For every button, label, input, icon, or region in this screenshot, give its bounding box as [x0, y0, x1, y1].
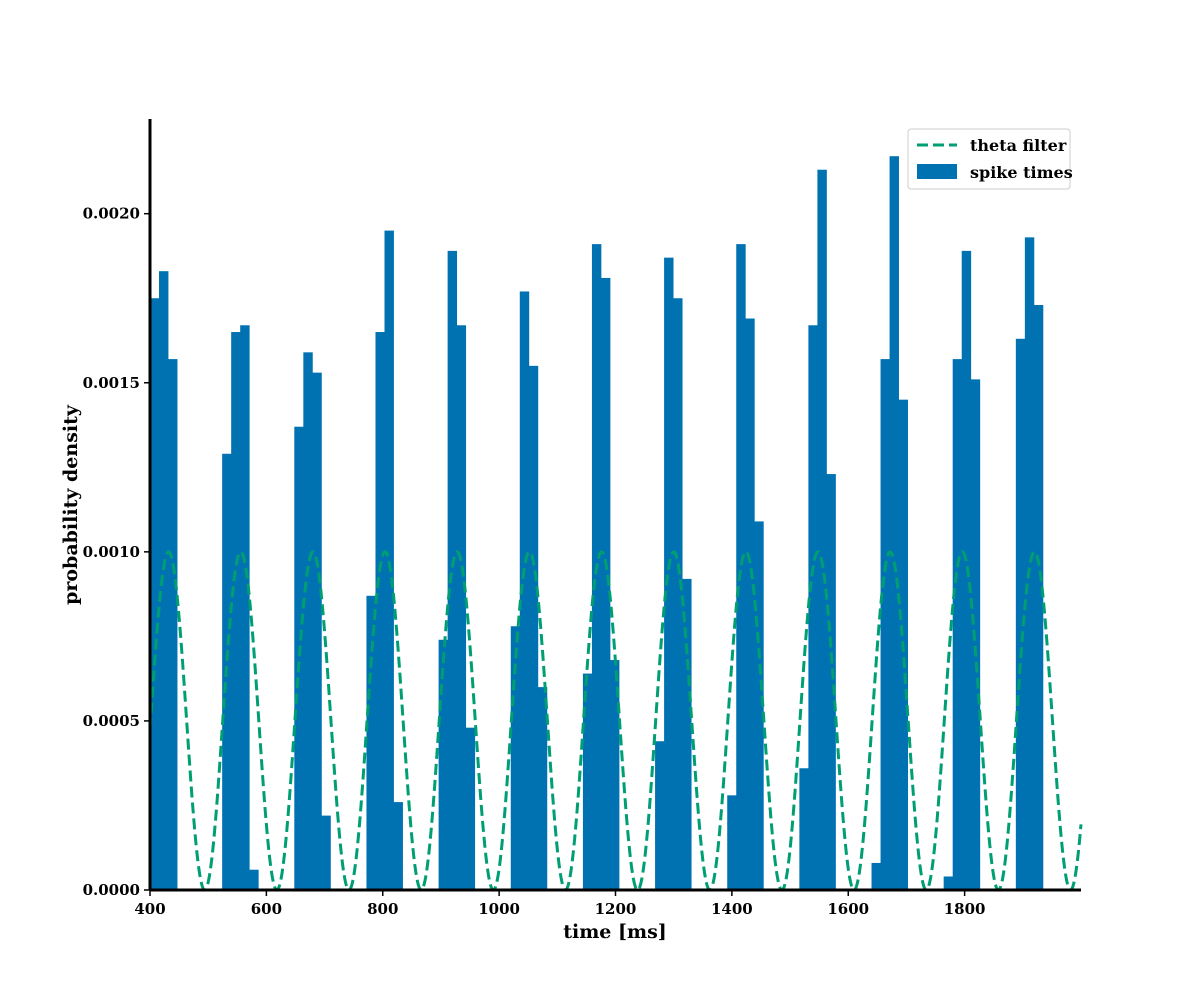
- x-ticks: 400 600 800 1000 1200 1400 1600 1800: [134, 890, 986, 918]
- histogram-bar: [664, 257, 674, 890]
- histogram-bar: [727, 795, 737, 890]
- histogram-bar: [754, 521, 764, 890]
- y-tick-label: 0.0005: [83, 712, 140, 730]
- legend-histogram-swatch: [917, 164, 957, 179]
- histogram-bar: [871, 862, 881, 890]
- histogram-bar: [826, 474, 836, 890]
- histogram-bar: [438, 639, 449, 890]
- histogram-bar: [150, 298, 160, 890]
- y-ticks: 0.0000 0.0005 0.0010 0.0015 0.0020: [83, 205, 150, 899]
- x-tick-label: 1400: [711, 900, 753, 918]
- histogram-bar: [384, 230, 394, 890]
- histogram-bar: [736, 244, 746, 891]
- y-tick-label: 0.0020: [83, 205, 140, 223]
- histogram-bar: [375, 332, 385, 891]
- histogram-bars: [150, 156, 1044, 891]
- legend-histogram-label: spike times: [970, 163, 1073, 182]
- histogram-bar: [682, 578, 692, 890]
- histogram-bar: [231, 332, 241, 891]
- histogram-bar: [582, 673, 593, 890]
- histogram-bar: [528, 365, 539, 891]
- x-tick-label: 600: [251, 900, 282, 918]
- histogram-bar: [366, 595, 376, 890]
- histogram-bar: [393, 802, 403, 890]
- x-tick-label: 1000: [478, 900, 520, 918]
- y-tick-label: 0.0000: [83, 881, 140, 899]
- histogram-bar: [249, 869, 259, 890]
- histogram-bar: [943, 876, 954, 890]
- x-tick-label: 1800: [944, 900, 986, 918]
- histogram-bar: [456, 325, 467, 890]
- histogram-bar: [1015, 338, 1026, 891]
- y-axis-label: probability density: [60, 404, 82, 605]
- histogram-bar: [1024, 237, 1035, 890]
- histogram-bar: [799, 768, 809, 890]
- histogram-bar: [880, 359, 890, 890]
- histogram-bar: [609, 660, 620, 890]
- histogram-bar: [312, 372, 322, 890]
- histogram-bar: [745, 318, 755, 890]
- histogram-bar: [240, 325, 250, 890]
- histogram-bar: [321, 815, 331, 890]
- x-tick-label: 400: [134, 900, 165, 918]
- histogram-bar: [600, 277, 611, 890]
- histogram-bar: [465, 727, 476, 890]
- histogram-bar: [159, 271, 169, 891]
- histogram-bar: [303, 352, 313, 890]
- y-tick-label: 0.0010: [83, 543, 140, 561]
- x-tick-label: 1600: [827, 900, 869, 918]
- x-tick-label: 800: [367, 900, 398, 918]
- histogram-bar: [808, 325, 818, 890]
- histogram-bar: [673, 298, 683, 890]
- histogram-bar: [952, 359, 963, 890]
- histogram-bar: [168, 359, 178, 890]
- histogram-bar: [294, 426, 304, 890]
- x-axis-label: time [ms]: [563, 921, 667, 943]
- histogram-bar: [519, 291, 530, 890]
- histogram-bar: [537, 687, 548, 890]
- histogram-bar: [889, 156, 899, 890]
- histogram-bar: [447, 250, 458, 890]
- legend-filter-label: theta filter: [970, 136, 1067, 155]
- legend: theta filter spike times: [907, 128, 1073, 190]
- histogram-bar: [817, 169, 827, 890]
- x-tick-label: 1200: [595, 900, 637, 918]
- histogram-bar: [510, 626, 521, 890]
- histogram-bar: [655, 741, 665, 890]
- y-tick-label: 0.0015: [83, 374, 140, 392]
- histogram-bar: [1033, 304, 1044, 891]
